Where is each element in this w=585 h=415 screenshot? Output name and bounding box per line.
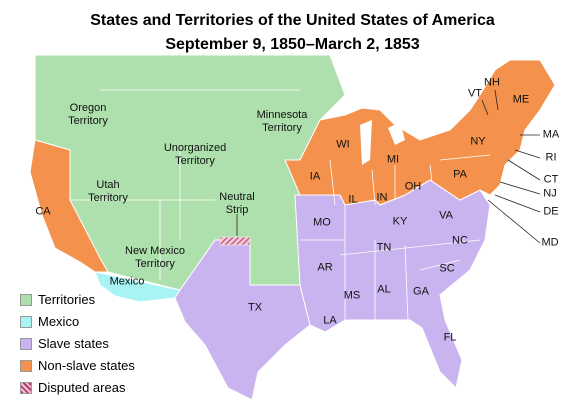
region-label: New Mexico Territory bbox=[125, 245, 185, 270]
region-label: MS bbox=[343, 289, 361, 302]
region-label: MI bbox=[386, 153, 400, 166]
subtitle: September 9, 1850–March 2, 1853 bbox=[165, 36, 420, 53]
region-label: Unorganized Territory bbox=[163, 142, 227, 167]
california-region bbox=[29, 139, 109, 273]
region-label: AL bbox=[377, 283, 391, 296]
region-label: AR bbox=[317, 261, 333, 274]
legend-label: Slave states bbox=[38, 336, 109, 351]
legend-label: Non-slave states bbox=[38, 358, 135, 373]
region-label: LA bbox=[323, 314, 337, 327]
region-label: GA bbox=[413, 285, 429, 298]
region-label: MA bbox=[542, 128, 560, 141]
region-label: Oregon Territory bbox=[68, 102, 108, 127]
free-states-region bbox=[284, 59, 556, 206]
region-label: ME bbox=[512, 93, 530, 106]
legend-swatch bbox=[20, 337, 32, 350]
legend-swatch bbox=[20, 359, 32, 372]
region-label: IA bbox=[309, 170, 321, 183]
region-label: PA bbox=[453, 168, 467, 181]
region-label: DE bbox=[543, 205, 559, 218]
region-label: NH bbox=[484, 76, 500, 89]
legend-label: Disputed areas bbox=[38, 380, 126, 395]
region-label: WI bbox=[336, 138, 350, 151]
legend-item: Non-slave states bbox=[20, 358, 135, 373]
title: States and Territories of the United Sta… bbox=[90, 12, 495, 29]
region-label: IL bbox=[348, 193, 358, 206]
region-label: IN bbox=[376, 191, 388, 204]
slave-states-region bbox=[294, 179, 491, 390]
legend-item: Territories bbox=[20, 292, 95, 307]
region-label: OH bbox=[404, 180, 422, 193]
region-label: Minnesota Territory bbox=[256, 109, 308, 134]
legend-item: Disputed areas bbox=[20, 380, 125, 395]
texas-region bbox=[174, 239, 311, 401]
region-label: CA bbox=[35, 205, 51, 218]
region-label: CT bbox=[543, 173, 559, 186]
region-label: Mexico bbox=[109, 275, 145, 288]
region-label: Utah Territory bbox=[88, 179, 128, 204]
legend-label: Territories bbox=[38, 292, 96, 307]
region-label: MD bbox=[541, 236, 559, 249]
legend-item: Mexico bbox=[20, 314, 79, 329]
region-label: TX bbox=[247, 301, 263, 314]
region-label: SC bbox=[439, 262, 455, 275]
legend-swatch bbox=[20, 293, 32, 306]
state-borders bbox=[70, 89, 491, 321]
legend-label: Mexico bbox=[38, 314, 80, 329]
region-label: KY bbox=[392, 215, 408, 228]
region-label: VA bbox=[439, 209, 453, 222]
region-label: FL bbox=[443, 331, 457, 344]
region-label: NY bbox=[470, 135, 486, 148]
region-label: Neutral Strip bbox=[219, 191, 255, 216]
region-label: MO bbox=[313, 216, 331, 229]
neutral-strip bbox=[219, 236, 251, 246]
legend-item: Slave states bbox=[20, 336, 109, 351]
legend-swatch bbox=[20, 315, 32, 328]
region-label: RI bbox=[545, 151, 557, 164]
lake bbox=[360, 120, 405, 165]
leader-lines bbox=[236, 89, 541, 244]
region-label: TN bbox=[376, 241, 392, 254]
region-label: NC bbox=[452, 234, 468, 247]
region-label: NJ bbox=[543, 187, 557, 200]
region-label: VT bbox=[467, 87, 483, 100]
legend-swatch bbox=[20, 381, 32, 394]
